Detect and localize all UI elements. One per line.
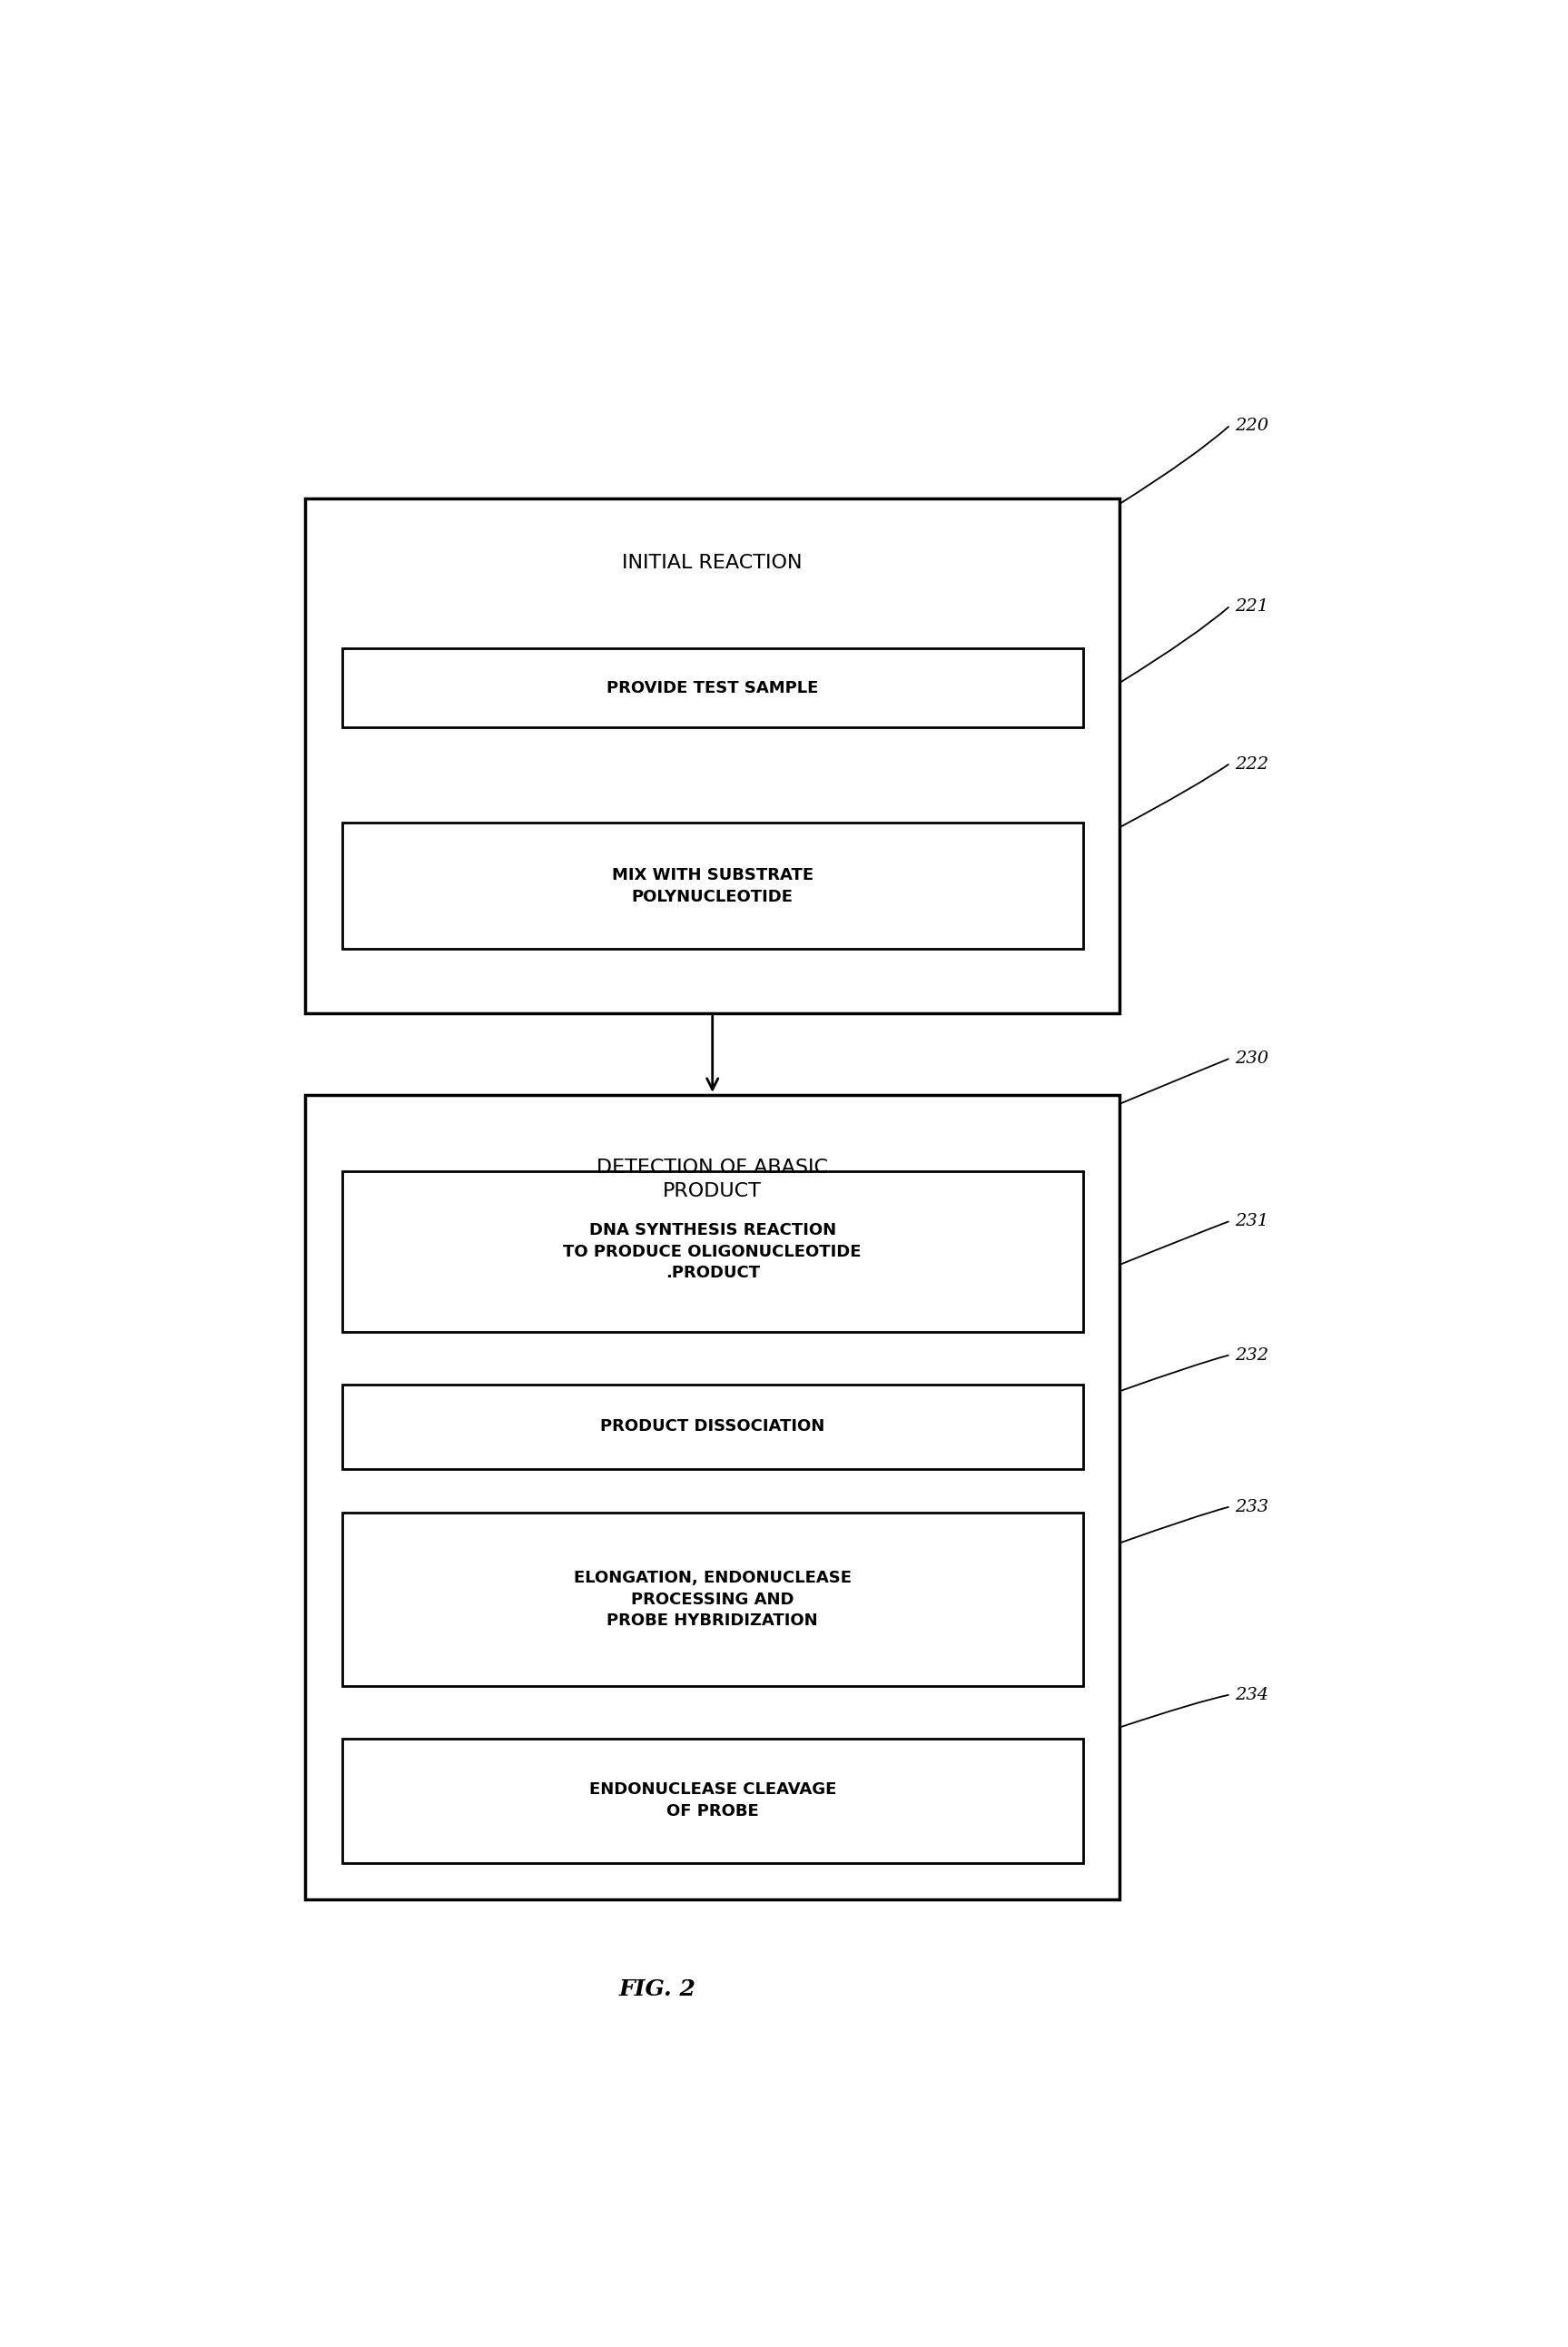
Text: ELONGATION, ENDONUCLEASE
PROCESSING AND
PROBE HYBRIDIZATION: ELONGATION, ENDONUCLEASE PROCESSING AND … [574,1570,851,1629]
Text: 230: 230 [1236,1051,1269,1068]
Bar [342,648,1083,728]
Text: DNA SYNTHESIS REACTION
TO PRODUCE OLIGONUCLEOTIDE
.PRODUCT: DNA SYNTHESIS REACTION TO PRODUCE OLIGON… [563,1223,861,1281]
Bar [342,824,1083,948]
Bar [306,1094,1120,1899]
Text: FIG. 2: FIG. 2 [619,1979,696,2000]
Text: 233: 233 [1236,1500,1269,1516]
Text: 221: 221 [1236,598,1269,615]
Text: 222: 222 [1236,756,1269,772]
Text: 232: 232 [1236,1347,1269,1364]
Bar [342,1514,1083,1685]
Text: DETECTION OF ABASIC
PRODUCT: DETECTION OF ABASIC PRODUCT [597,1159,828,1199]
Text: ENDONUCLEASE CLEAVAGE
OF PROBE: ENDONUCLEASE CLEAVAGE OF PROBE [590,1781,836,1819]
Bar [342,1739,1083,1864]
Bar [306,498,1120,1014]
Text: PROVIDE TEST SAMPLE: PROVIDE TEST SAMPLE [607,681,818,697]
Bar [342,1171,1083,1333]
Text: MIX WITH SUBSTRATE
POLYNUCLEOTIDE: MIX WITH SUBSTRATE POLYNUCLEOTIDE [612,866,814,906]
Text: 231: 231 [1236,1213,1269,1230]
Text: 234: 234 [1236,1687,1269,1704]
Text: PRODUCT DISSOCIATION: PRODUCT DISSOCIATION [601,1418,825,1434]
Text: INITIAL REACTION: INITIAL REACTION [622,554,803,573]
Bar [342,1385,1083,1469]
Text: 220: 220 [1236,418,1269,434]
